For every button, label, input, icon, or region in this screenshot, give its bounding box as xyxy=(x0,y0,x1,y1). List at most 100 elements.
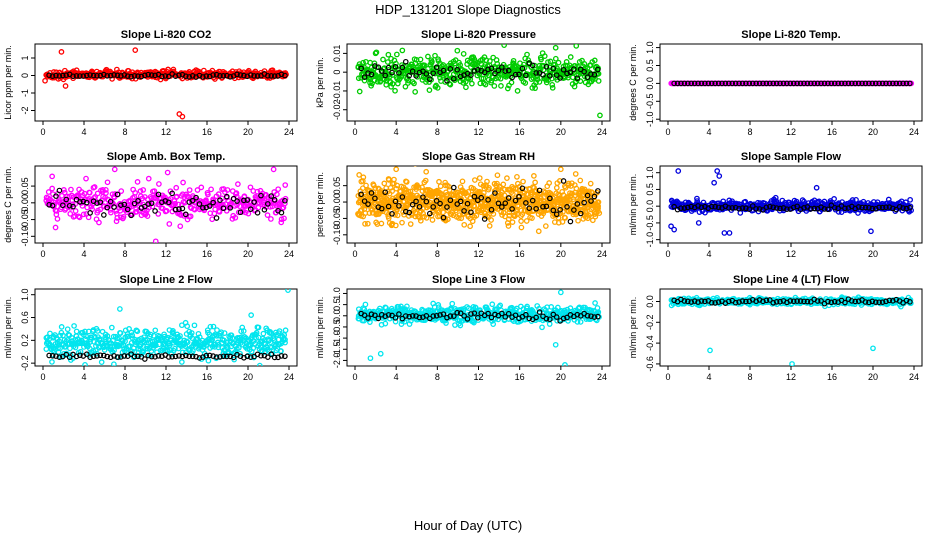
y-tick-label: 0 xyxy=(332,70,342,75)
outlier-point xyxy=(379,352,383,356)
hourly-mean-point xyxy=(214,216,218,220)
panel-title: Slope Li-820 Pressure xyxy=(421,29,536,41)
data-point xyxy=(400,48,404,52)
panel-y-label: kPa per min. xyxy=(315,57,325,108)
data-point xyxy=(501,182,505,186)
data-point xyxy=(105,180,109,184)
data-point xyxy=(473,178,477,182)
x-tick-label: 4 xyxy=(81,372,86,382)
data-point xyxy=(430,218,434,222)
data-point xyxy=(533,180,537,184)
x-tick-label: 24 xyxy=(909,372,919,382)
x-tick-label: 4 xyxy=(706,127,711,137)
data-point xyxy=(461,52,465,56)
data-point xyxy=(455,48,459,52)
x-tick-label: 12 xyxy=(786,127,796,137)
panel-y-label: Licor ppm per min. xyxy=(3,45,13,120)
x-tick-label: 12 xyxy=(786,372,796,382)
outlier-point xyxy=(63,84,67,88)
y-tick-label: 0.05 xyxy=(332,177,342,195)
x-tick-label: 8 xyxy=(122,372,127,382)
x-tick-label: 24 xyxy=(284,127,294,137)
figure-x-axis-label: Hour of Day (UTC) xyxy=(414,518,522,533)
plot-frame xyxy=(347,289,610,366)
x-tick-label: 16 xyxy=(515,127,525,137)
data-point xyxy=(173,367,177,371)
x-tick-label: 16 xyxy=(202,372,212,382)
data-point xyxy=(437,180,441,184)
hourly-mean-point xyxy=(452,185,456,189)
data-point xyxy=(490,302,494,306)
y-tick-label: -1.0 xyxy=(645,111,655,127)
data-point xyxy=(569,55,573,59)
data-point xyxy=(73,209,77,213)
y-tick-label: -0.2 xyxy=(645,315,655,331)
data-point xyxy=(187,188,191,192)
data-point xyxy=(427,88,431,92)
outlier-point xyxy=(553,46,557,50)
outlier-point xyxy=(180,114,184,118)
series-points xyxy=(356,43,602,118)
data-point xyxy=(519,219,523,223)
x-tick-label: 24 xyxy=(284,249,294,259)
data-point xyxy=(199,185,203,189)
data-point xyxy=(192,323,196,327)
y-tick-label: 1 xyxy=(20,55,30,60)
outlier-point xyxy=(717,174,721,178)
data-point xyxy=(97,220,101,224)
data-point xyxy=(99,360,103,364)
data-point xyxy=(50,360,54,364)
data-point xyxy=(48,331,52,335)
panel-title: Slope Line 2 Flow xyxy=(120,274,213,286)
y-tick-label: -2 xyxy=(20,106,30,114)
x-tick-label: 20 xyxy=(868,249,878,259)
y-tick-label: 1.0 xyxy=(332,287,342,300)
data-point xyxy=(283,183,287,187)
data-point xyxy=(519,225,523,229)
data-point xyxy=(363,302,367,306)
panel-y-label: degrees C per min. xyxy=(628,44,638,121)
x-tick-label: 16 xyxy=(827,249,837,259)
y-tick-label: 1.0 xyxy=(645,41,655,54)
x-tick-label: 0 xyxy=(40,372,45,382)
data-point xyxy=(55,217,59,221)
data-point xyxy=(283,328,287,332)
x-tick-label: 0 xyxy=(665,372,670,382)
data-point xyxy=(209,187,213,191)
data-point xyxy=(84,176,88,180)
x-tick-label: 20 xyxy=(556,249,566,259)
panel-title: Slope Sample Flow xyxy=(741,151,842,163)
data-point xyxy=(470,81,474,85)
x-tick-label: 8 xyxy=(747,127,752,137)
x-tick-label: 0 xyxy=(665,249,670,259)
x-tick-label: 16 xyxy=(515,249,525,259)
data-point xyxy=(510,220,514,224)
x-tick-label: 12 xyxy=(161,127,171,137)
data-point xyxy=(540,325,544,329)
x-tick-label: 12 xyxy=(473,249,483,259)
panel-y-label: ml/min per min. xyxy=(628,174,638,236)
series-points xyxy=(669,81,913,85)
data-point xyxy=(69,187,73,191)
x-tick-label: 8 xyxy=(435,372,440,382)
data-point xyxy=(551,86,555,90)
y-tick-label: -0.5 xyxy=(645,94,655,110)
data-point xyxy=(505,176,509,180)
y-tick-label: 0.5 xyxy=(645,183,655,196)
data-point xyxy=(165,170,169,174)
outlier-point xyxy=(559,290,563,294)
data-point xyxy=(147,176,151,180)
data-point xyxy=(157,182,161,186)
series-points xyxy=(669,169,913,235)
data-point xyxy=(499,84,503,88)
y-tick-label: 0.0 xyxy=(645,295,655,308)
data-point xyxy=(53,225,57,229)
plot-frame xyxy=(35,44,297,121)
y-tick-label: 0.01 xyxy=(332,45,342,63)
data-point xyxy=(178,224,182,228)
y-tick-label: -0.4 xyxy=(645,335,655,351)
